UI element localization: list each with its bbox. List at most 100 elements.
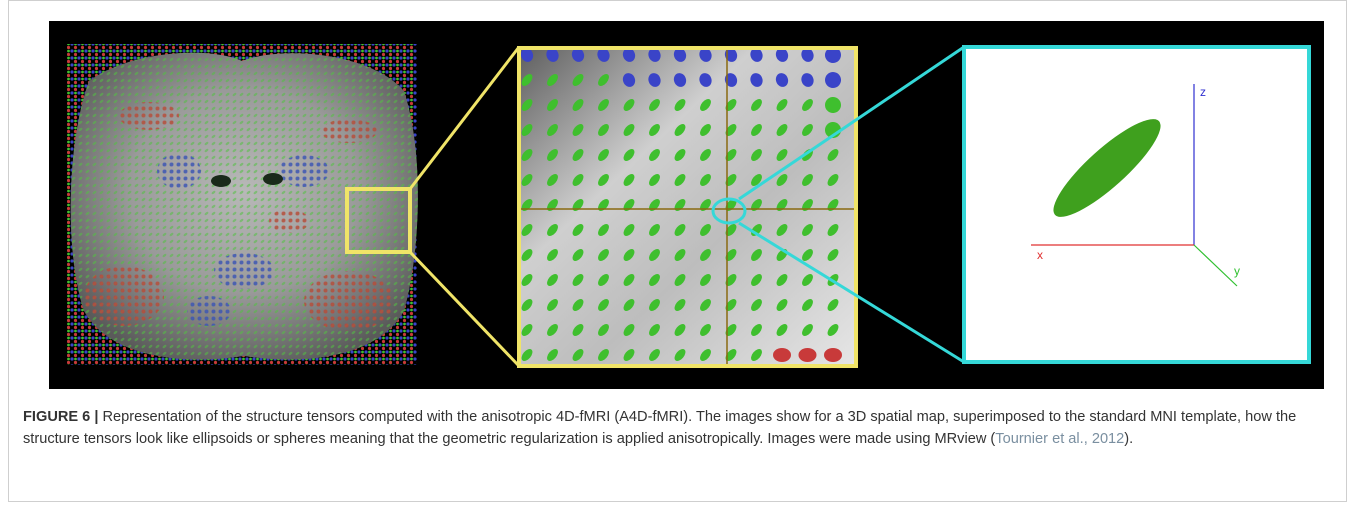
tensor-glyph	[623, 174, 635, 186]
caption-text: Representation of the structure tensors …	[23, 409, 1297, 447]
tensor-glyph	[673, 73, 687, 87]
tensor-glyph	[724, 73, 738, 87]
tensor-glyph	[598, 349, 609, 361]
tensor-glyph	[649, 224, 660, 236]
tensor-glyph	[724, 48, 738, 62]
tensor-glyph	[802, 299, 813, 311]
tensor-glyph	[572, 274, 584, 286]
figure-graphic: z x y	[67, 44, 1311, 368]
tensor-glyph	[547, 124, 558, 136]
tensor-glyph	[622, 73, 636, 87]
tensor-glyph	[802, 124, 813, 136]
zoom-panel	[517, 46, 858, 368]
tensor-glyph	[547, 149, 558, 161]
tensor-glyph	[649, 299, 660, 311]
tensor-glyph	[546, 48, 559, 62]
tensor-glyph	[700, 199, 711, 211]
tensor-glyph	[802, 324, 813, 336]
tensor-glyph	[725, 149, 737, 161]
tensor-glyph	[725, 299, 737, 311]
tensor-glyph	[827, 249, 839, 261]
tensor-glyph	[571, 48, 585, 62]
tensor-glyph	[547, 199, 558, 211]
tensor-glyph	[776, 99, 788, 111]
tensor-glyph	[572, 324, 584, 336]
tensor-glyph	[623, 99, 635, 111]
tensor-glyph	[649, 124, 660, 136]
tensor-glyph	[598, 299, 609, 311]
tensor-glyph	[825, 72, 841, 88]
tensor-glyph	[547, 249, 558, 261]
tensor-glyph	[802, 199, 813, 211]
tensor-glyph	[649, 199, 660, 211]
tensor-glyph	[801, 48, 814, 62]
tensor-glyph	[649, 249, 660, 261]
tensor-glyph	[623, 199, 635, 211]
tensor-glyph	[776, 199, 788, 211]
tensor-glyph	[751, 349, 762, 361]
tensor-glyph	[751, 124, 762, 136]
tensor-glyph	[598, 274, 609, 286]
tensor-glyph	[827, 149, 839, 161]
tensor-glyph	[802, 224, 813, 236]
tensor-glyph	[649, 149, 660, 161]
tensor-glyph	[521, 324, 533, 336]
figure-caption: FIGURE 6 | Representation of the structu…	[23, 406, 1343, 450]
tensor-glyph	[827, 324, 839, 336]
tensor-glyph	[547, 324, 558, 336]
brain-slice-panel	[67, 44, 418, 365]
tensor-glyph	[547, 299, 558, 311]
tensor-glyph	[801, 73, 814, 87]
tensor-glyph	[674, 224, 686, 236]
tensor-glyph	[572, 74, 584, 86]
caption-citation-link[interactable]: Tournier et al., 2012	[995, 431, 1125, 447]
tensor-glyph	[572, 199, 584, 211]
tensor-glyph	[598, 74, 609, 86]
tensor-glyph	[598, 224, 609, 236]
tensor-glyph	[674, 324, 686, 336]
tensor-glyph	[598, 249, 609, 261]
tensor-glyph	[700, 174, 711, 186]
single-tensor-panel: z x y	[962, 45, 1311, 364]
tensor-glyph	[700, 299, 711, 311]
tensor-glyph	[623, 274, 635, 286]
tensor-glyph	[547, 74, 558, 86]
tensor-glyph	[700, 274, 711, 286]
tensor-glyph	[598, 174, 609, 186]
tensor-glyph	[521, 299, 533, 311]
tensor-glyph	[776, 324, 788, 336]
tensor-glyph	[674, 99, 686, 111]
tensor-glyph	[649, 274, 660, 286]
tensor-glyph	[750, 73, 763, 87]
tensor-glyph	[623, 324, 635, 336]
tensor-glyph	[751, 149, 762, 161]
tensor-glyph	[521, 224, 533, 236]
tensor-glyph	[649, 349, 660, 361]
tensor-glyph	[572, 149, 584, 161]
tensor-glyph	[725, 324, 737, 336]
tensor-glyph	[802, 274, 813, 286]
tensor-glyph	[623, 224, 635, 236]
tensor-glyph	[700, 249, 711, 261]
tensor-glyph	[648, 48, 661, 62]
tensor-glyph	[825, 48, 841, 63]
figure-container: z x y FIGURE 6 | Representation of the s…	[8, 0, 1347, 502]
tensor-glyph	[827, 299, 839, 311]
tensor-glyph	[547, 99, 558, 111]
tensor-glyph	[776, 299, 788, 311]
figure-image: z x y	[49, 21, 1324, 389]
tensor-glyph	[572, 99, 584, 111]
tensor-glyph	[521, 124, 533, 136]
tensor-glyph	[751, 274, 762, 286]
tensor-glyph	[700, 124, 711, 136]
tensor-glyph	[623, 299, 635, 311]
tensor-glyph	[572, 349, 584, 361]
tensor-glyph	[521, 249, 533, 261]
axis-z-label: z	[1200, 85, 1206, 99]
tensor-glyph	[776, 149, 788, 161]
tensor-glyph	[674, 124, 686, 136]
tensor-glyph	[725, 249, 737, 261]
tensor-glyph	[725, 199, 737, 211]
tensor-glyph	[521, 174, 533, 186]
tensor-glyph	[521, 274, 533, 286]
